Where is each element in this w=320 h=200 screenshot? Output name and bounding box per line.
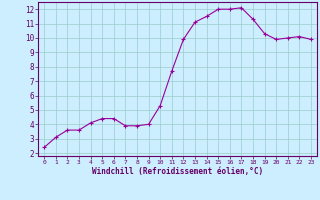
X-axis label: Windchill (Refroidissement éolien,°C): Windchill (Refroidissement éolien,°C) (92, 167, 263, 176)
